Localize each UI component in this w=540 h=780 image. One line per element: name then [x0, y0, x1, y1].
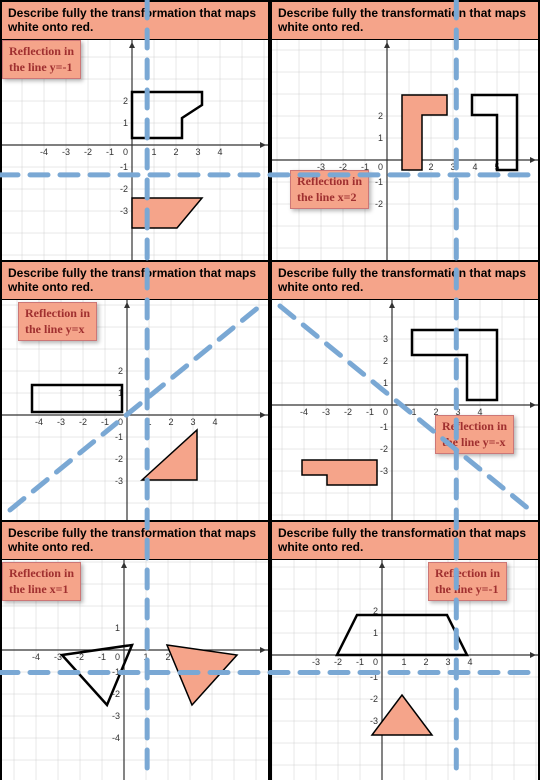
svg-text:-2: -2 — [120, 184, 128, 194]
question-header-6: Describe fully the transformation that m… — [272, 522, 538, 560]
svg-text:2: 2 — [428, 162, 433, 172]
svg-text:3: 3 — [450, 162, 455, 172]
cell-3: Describe fully the transformation that m… — [0, 260, 270, 520]
answer-box-6: Reflection in the line y=-1 — [428, 562, 507, 601]
answer-box-4: Reflection in the line y=-x — [435, 415, 514, 454]
question-header-3: Describe fully the transformation that m… — [2, 262, 268, 300]
question-header-4: Describe fully the transformation that m… — [272, 262, 538, 300]
svg-text:-4: -4 — [40, 147, 48, 157]
svg-text:-4: -4 — [112, 733, 120, 743]
graph-area-4: -4-3-2-11234321-1-2-30 — [272, 300, 538, 520]
svg-text:-3: -3 — [57, 417, 65, 427]
svg-text:-2: -2 — [115, 454, 123, 464]
svg-text:-1: -1 — [356, 657, 364, 667]
cell-4: Describe fully the transformation that m… — [270, 260, 540, 520]
svg-text:4: 4 — [472, 162, 477, 172]
svg-text:2: 2 — [118, 366, 123, 376]
answer-box-1: Reflection in the line y=-1 — [2, 40, 81, 79]
svg-text:1: 1 — [373, 628, 378, 638]
svg-text:2: 2 — [168, 417, 173, 427]
svg-text:-3: -3 — [380, 466, 388, 476]
svg-text:-2: -2 — [370, 694, 378, 704]
svg-text:-1: -1 — [120, 162, 128, 172]
svg-text:-2: -2 — [334, 657, 342, 667]
svg-text:-3: -3 — [112, 711, 120, 721]
worksheet-grid: Describe fully the transformation that m… — [0, 0, 540, 780]
svg-text:-2: -2 — [375, 199, 383, 209]
svg-text:0: 0 — [115, 652, 120, 662]
svg-text:4: 4 — [467, 657, 472, 667]
svg-text:-4: -4 — [35, 417, 43, 427]
svg-text:-1: -1 — [106, 147, 114, 157]
svg-text:-3: -3 — [312, 657, 320, 667]
cell-6: Describe fully the transformation that m… — [270, 520, 540, 780]
svg-text:1: 1 — [115, 623, 120, 633]
answer-box-3: Reflection in the line y=x — [18, 302, 97, 341]
svg-text:3: 3 — [445, 657, 450, 667]
svg-text:2: 2 — [423, 657, 428, 667]
svg-text:2: 2 — [378, 111, 383, 121]
svg-text:3: 3 — [195, 147, 200, 157]
svg-text:-2: -2 — [79, 417, 87, 427]
svg-text:-2: -2 — [380, 444, 388, 454]
svg-text:-2: -2 — [344, 407, 352, 417]
graph-area-2: -3-2-11234521-1-20 — [272, 40, 538, 260]
svg-text:3: 3 — [383, 334, 388, 344]
svg-text:-1: -1 — [366, 407, 374, 417]
question-header-1: Describe fully the transformation that m… — [2, 2, 268, 40]
svg-text:-1: -1 — [115, 432, 123, 442]
svg-text:-3: -3 — [120, 206, 128, 216]
graph-svg-2: -3-2-11234521-1-20 — [272, 40, 538, 260]
svg-text:-1: -1 — [370, 672, 378, 682]
svg-text:1: 1 — [123, 118, 128, 128]
svg-text:4: 4 — [212, 417, 217, 427]
svg-text:1: 1 — [383, 378, 388, 388]
svg-text:1: 1 — [401, 657, 406, 667]
question-header-2: Describe fully the transformation that m… — [272, 2, 538, 40]
svg-text:1: 1 — [143, 652, 148, 662]
svg-text:1: 1 — [378, 133, 383, 143]
answer-box-5: Reflection in the line x=1 — [2, 562, 81, 601]
svg-text:2: 2 — [173, 147, 178, 157]
question-header-5: Describe fully the transformation that m… — [2, 522, 268, 560]
svg-text:2: 2 — [383, 356, 388, 366]
svg-text:0: 0 — [378, 162, 383, 172]
graph-svg-4: -4-3-2-11234321-1-2-30 — [272, 300, 538, 520]
svg-text:-4: -4 — [300, 407, 308, 417]
svg-text:0: 0 — [383, 407, 388, 417]
svg-text:-3: -3 — [370, 716, 378, 726]
svg-text:-1: -1 — [101, 417, 109, 427]
svg-text:-2: -2 — [84, 147, 92, 157]
svg-text:-1: -1 — [375, 177, 383, 187]
cell-2: Describe fully the transformation that m… — [270, 0, 540, 260]
svg-text:1: 1 — [411, 407, 416, 417]
svg-text:0: 0 — [123, 147, 128, 157]
answer-box-2: Reflection in the line x=2 — [290, 170, 369, 209]
svg-text:2: 2 — [123, 96, 128, 106]
svg-text:-1: -1 — [98, 652, 106, 662]
svg-text:-4: -4 — [32, 652, 40, 662]
svg-text:4: 4 — [217, 147, 222, 157]
svg-text:1: 1 — [151, 147, 156, 157]
svg-text:3: 3 — [190, 417, 195, 427]
svg-text:-1: -1 — [380, 422, 388, 432]
svg-text:-3: -3 — [115, 476, 123, 486]
cell-1: Describe fully the transformation that m… — [0, 0, 270, 260]
svg-text:0: 0 — [373, 657, 378, 667]
svg-text:1: 1 — [146, 417, 151, 427]
svg-text:-3: -3 — [62, 147, 70, 157]
svg-text:-3: -3 — [322, 407, 330, 417]
cell-5: Describe fully the transformation that m… — [0, 520, 270, 780]
svg-text:-3: -3 — [54, 652, 62, 662]
svg-text:0: 0 — [118, 417, 123, 427]
